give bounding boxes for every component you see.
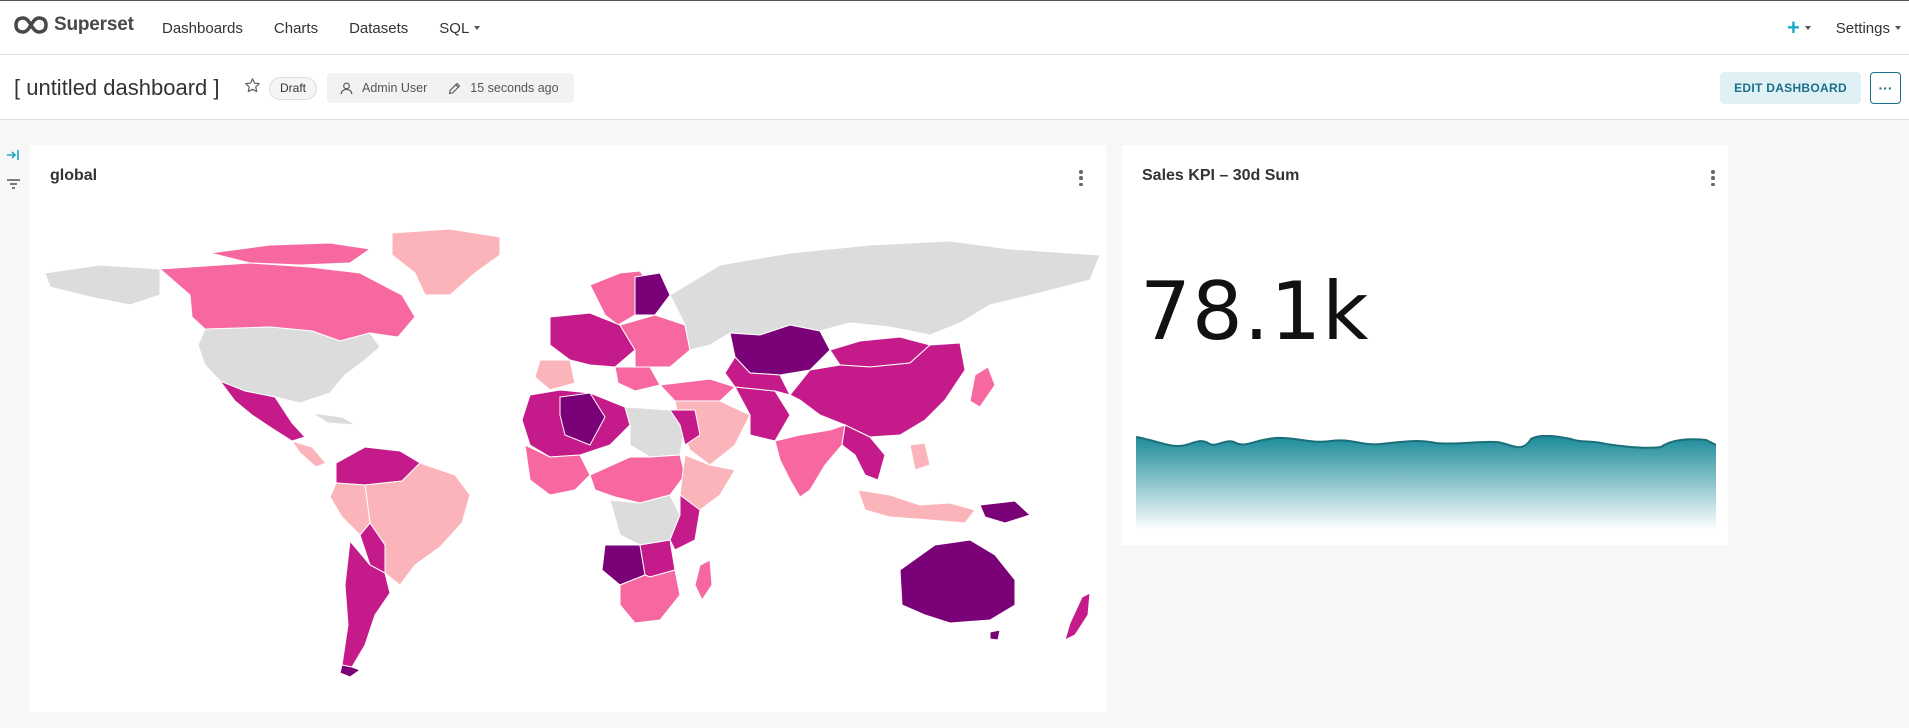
kpi-chart-card: Sales KPI – 30d Sum 78.1k (1122, 145, 1728, 545)
map-region-peru (329, 482, 371, 536)
map-region-balkans (614, 366, 661, 392)
nav-charts[interactable]: Charts (273, 19, 319, 37)
right-nav: + Settings (1787, 1, 1901, 55)
main-nav: Dashboards Charts Datasets SQL (162, 1, 511, 55)
settings-menu[interactable]: Settings (1836, 20, 1901, 37)
map-region-arctic-canada (209, 242, 372, 266)
map-region-chile-argentina (341, 539, 391, 668)
map-region-turkey (658, 378, 736, 402)
kpi-sparkline[interactable] (1136, 435, 1716, 530)
chart-title: Sales KPI – 30d Sum (1142, 167, 1300, 184)
map-region-southern-africa (619, 569, 681, 624)
kpi-value: 78.1k (1140, 265, 1370, 358)
map-region-bolivia (359, 522, 386, 574)
map-region-australia (899, 539, 1016, 624)
map-region-iberia (534, 359, 576, 391)
superset-logo[interactable]: Superset (14, 14, 134, 36)
map-region-eastern-europe (619, 314, 691, 368)
edit-dashboard-button[interactable]: EDIT DASHBOARD (1720, 72, 1861, 104)
user-icon (340, 82, 353, 94)
plus-icon: + (1786, 15, 1800, 40)
map-region-new-guinea (979, 500, 1031, 524)
new-item-menu[interactable]: + (1787, 15, 1811, 41)
filter-icon[interactable] (6, 177, 21, 196)
dashboard-header: [ untitled dashboard ] Draft Admin User … (0, 55, 1909, 120)
map-region-russia-west (634, 272, 671, 316)
map-region-algeria (559, 392, 606, 446)
sparkline-area (1136, 435, 1716, 530)
settings-label: Settings (1835, 19, 1890, 37)
map-region-central-america (290, 440, 327, 468)
nav-sql[interactable]: SQL (439, 19, 481, 37)
star-icon[interactable] (244, 77, 261, 99)
chevron-down-icon (474, 26, 481, 30)
dashboard-title[interactable]: [ untitled dashboard ] (14, 75, 220, 100)
map-region-india (774, 424, 846, 498)
chart-menu-icon[interactable] (1705, 168, 1721, 188)
map-region-japan (969, 366, 996, 408)
map-region-mexico (218, 379, 306, 442)
pencil-icon (449, 82, 461, 94)
status-badge[interactable]: Draft (269, 77, 318, 100)
map-region-madagascar (694, 559, 713, 602)
expand-filters-icon[interactable] (6, 148, 20, 167)
map-region-tasmania (989, 629, 1001, 641)
top-navbar: Superset Dashboards Charts Datasets SQL … (0, 0, 1909, 55)
map-region-central-africa (589, 454, 686, 504)
map-region-argentina-south (339, 664, 362, 678)
nav-dashboards[interactable]: Dashboards (162, 19, 243, 37)
nav-datasets[interactable]: Datasets (349, 19, 409, 37)
map-region-congo (609, 494, 681, 546)
map-region-usa (197, 326, 381, 404)
map-region-southeast-asia (841, 424, 886, 481)
map-region-egypt (669, 409, 701, 446)
map-region-china (789, 342, 966, 438)
map-region-greenland (391, 228, 501, 296)
map-region-alaska (44, 264, 161, 306)
app-name: Superset (54, 14, 134, 35)
map-region-new-zealand (1064, 592, 1091, 641)
nav-sql-label: SQL (439, 19, 470, 37)
sparkline-line (1136, 435, 1716, 449)
chart-menu-icon[interactable] (1073, 168, 1089, 188)
dashboard-metadata: Admin User 15 seconds ago (327, 73, 574, 103)
map-region-west-africa (524, 444, 591, 496)
more-options-button[interactable]: ··· (1870, 72, 1901, 104)
chevron-down-icon (1895, 26, 1901, 30)
modified-time: 15 seconds ago (470, 81, 559, 95)
map-region-caribbean (311, 412, 357, 426)
map-region-indonesia (857, 489, 976, 524)
chart-title: global (50, 167, 98, 184)
map-region-philippines (909, 442, 931, 471)
map-region-central-asia (724, 356, 791, 396)
map-region-east-africa (669, 494, 701, 551)
owner-name: Admin User (362, 81, 428, 95)
map-region-russia (669, 240, 1101, 351)
map-chart-card: global (30, 145, 1106, 712)
superset-logo-icon (14, 16, 48, 34)
chevron-down-icon (1804, 26, 1811, 30)
world-map[interactable] (30, 145, 1106, 712)
